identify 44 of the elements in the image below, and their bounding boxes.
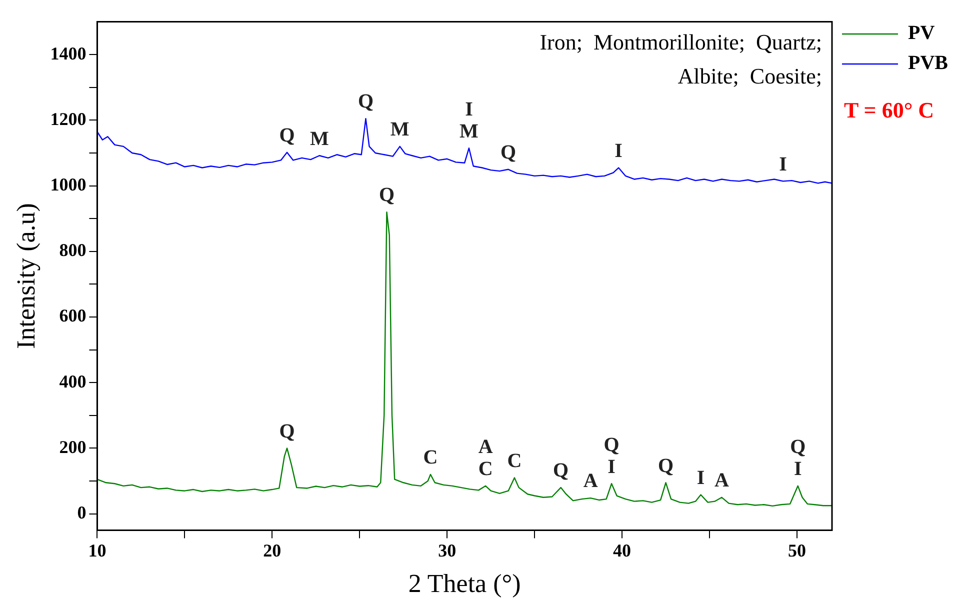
annotation: I bbox=[794, 458, 802, 480]
y-tick-label: 1200 bbox=[50, 108, 86, 129]
annotation: Q bbox=[279, 124, 295, 147]
annotation: I bbox=[608, 456, 616, 478]
annotation: I bbox=[465, 98, 474, 120]
annotation: Q bbox=[790, 436, 806, 458]
annotation: Q bbox=[553, 460, 569, 482]
x-tick-label: 20 bbox=[263, 540, 282, 561]
y-tick-label: 0 bbox=[77, 502, 86, 522]
annotation: C bbox=[423, 446, 438, 469]
y-axis-title: Intensity (a.u) bbox=[11, 203, 40, 349]
x-tick-label: 30 bbox=[438, 540, 456, 561]
annotation: Q bbox=[658, 454, 674, 477]
y-tick-label: 600 bbox=[59, 306, 86, 326]
annotation: I bbox=[779, 153, 788, 176]
text: T = 60° C bbox=[844, 97, 934, 122]
x-axis-title: 2 Theta (°) bbox=[408, 569, 521, 598]
annotation: Q bbox=[500, 142, 516, 164]
annotation: A bbox=[478, 436, 494, 458]
annotation: Q bbox=[604, 434, 620, 456]
y-tick-label: 200 bbox=[59, 436, 86, 457]
legend-label: PVB bbox=[908, 52, 948, 74]
annotation: Iron; Montmorillonite; Quartz; bbox=[540, 30, 822, 55]
y-tick-label: 1000 bbox=[50, 174, 86, 194]
annotation: Albite; Coesite; bbox=[678, 64, 822, 89]
y-tick-label: 400 bbox=[59, 371, 86, 392]
annotation: M bbox=[310, 128, 329, 150]
annotation: A bbox=[714, 470, 730, 492]
annotation: Q bbox=[279, 420, 295, 442]
annotation: M bbox=[460, 120, 479, 142]
x-tick-label: 40 bbox=[613, 540, 632, 561]
annotation: I bbox=[614, 140, 623, 162]
annotation: C bbox=[478, 458, 493, 480]
annotation: Q bbox=[358, 90, 374, 113]
annotation: M bbox=[390, 118, 410, 141]
annotation: C bbox=[507, 450, 522, 472]
annotation: A bbox=[583, 470, 598, 492]
annotation: Q bbox=[378, 184, 395, 206]
annotation: I bbox=[696, 466, 705, 489]
y-tick-label: 1400 bbox=[50, 43, 86, 64]
x-tick-label: 50 bbox=[788, 540, 806, 561]
x-tick-label: 10 bbox=[88, 540, 106, 561]
y-tick-label: 800 bbox=[59, 240, 86, 260]
legend-label: PV bbox=[908, 22, 936, 44]
